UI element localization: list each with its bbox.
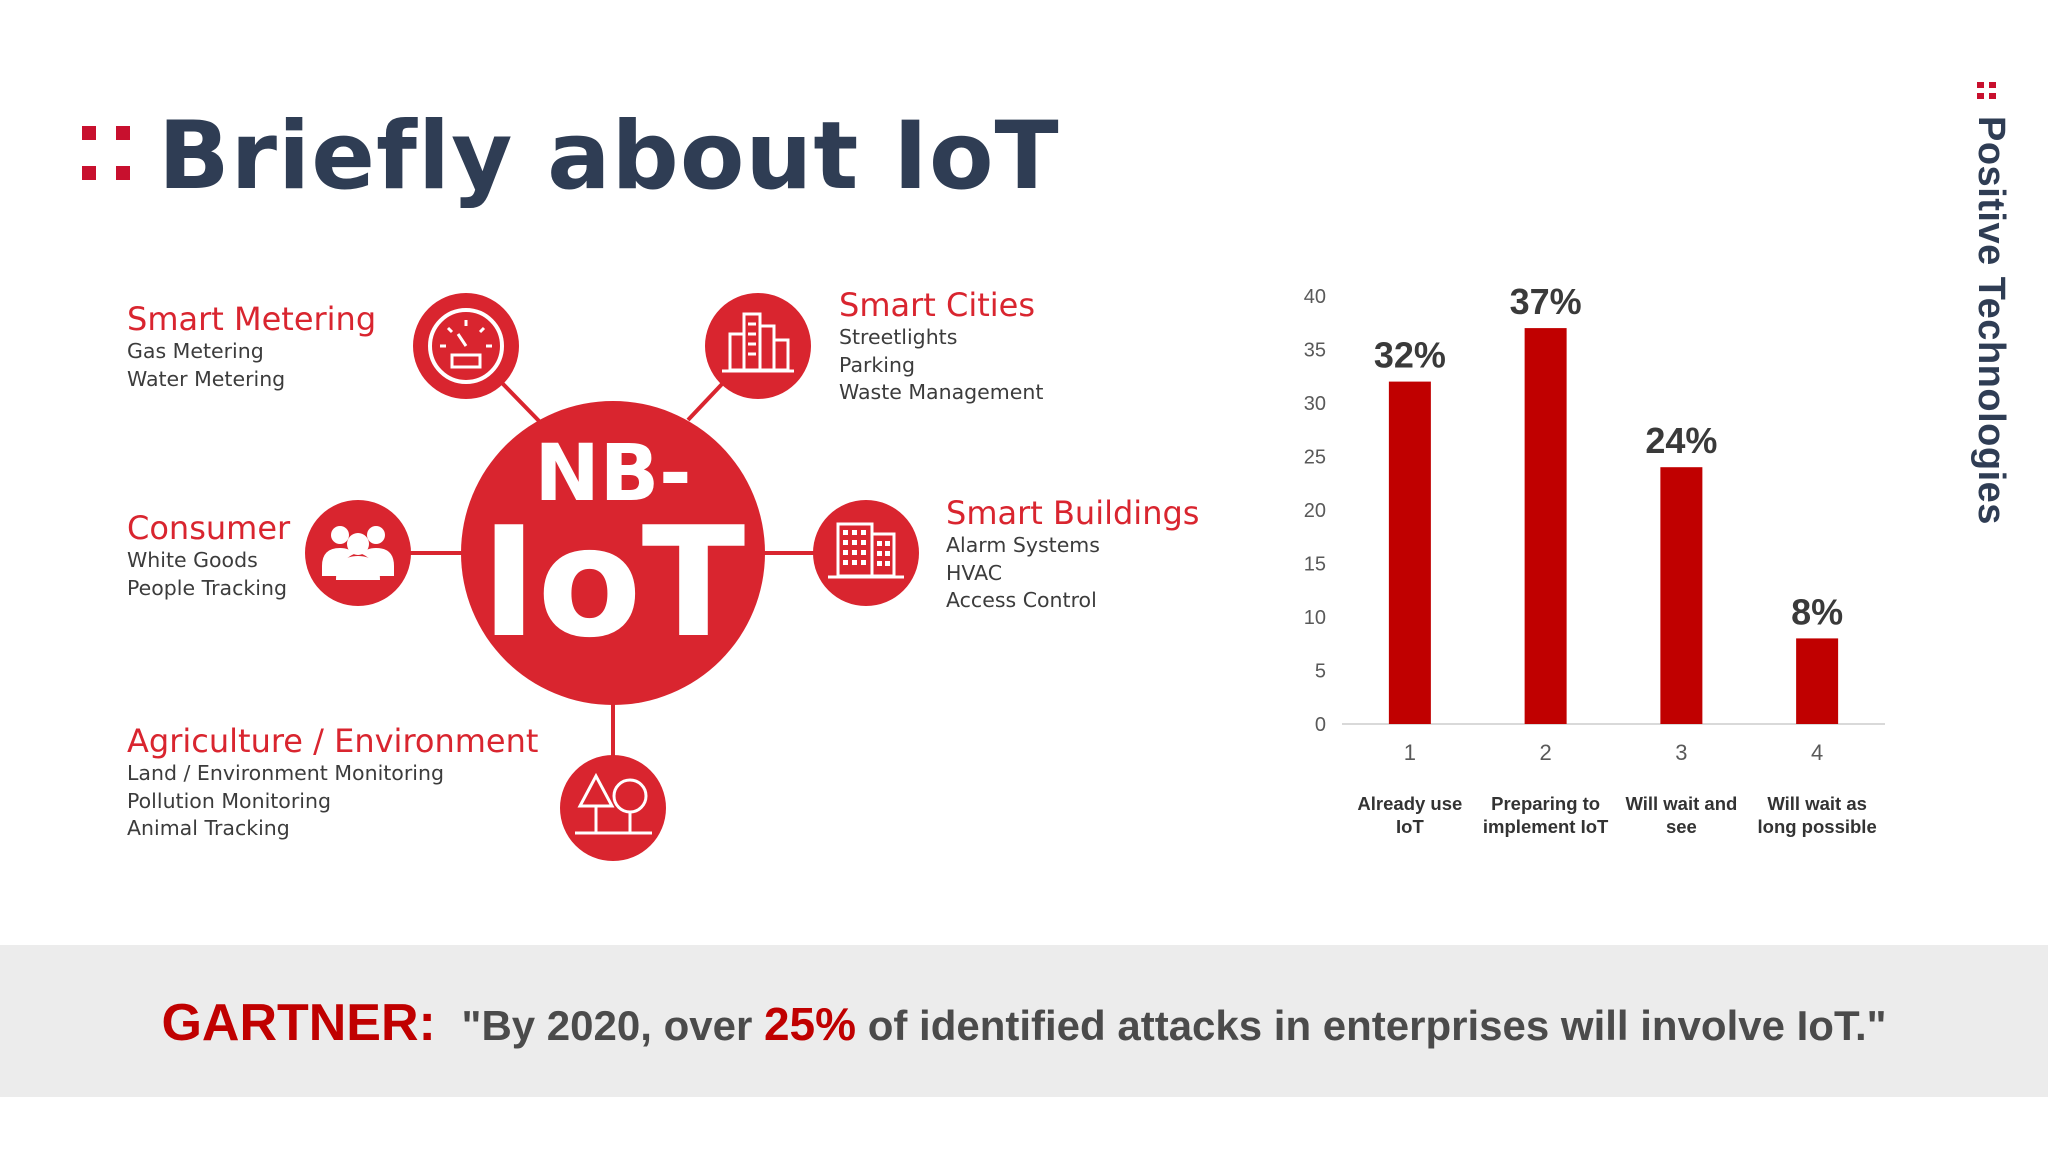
- category-title: Smart Metering: [127, 300, 377, 338]
- category-item: White Goods: [127, 548, 258, 572]
- category-item: Water Metering: [127, 366, 286, 391]
- nb-iot-diagram: NB- IoT Smart Metering Gas Metering Wate…: [0, 0, 1250, 900]
- data-label: 24%: [1645, 420, 1717, 461]
- category-item: Access Control: [946, 588, 1097, 612]
- page-title: Briefly about IoT: [158, 102, 1060, 211]
- title-logo-mark: [80, 124, 134, 184]
- category-title: Smart Cities: [839, 286, 1035, 324]
- y-tick-label: 10: [1304, 607, 1326, 629]
- chart-plot: 0 5 10 15 20 25 30 35 40 32% 1 37% 2 24% 3 8% 4: [1304, 281, 1885, 765]
- quote-text-start: "By 2020, over: [461, 1002, 764, 1049]
- category-title: Smart Buildings: [946, 494, 1200, 532]
- y-tick-label: 25: [1304, 447, 1326, 469]
- hub-label: NB- IoT: [461, 429, 765, 671]
- x-category-label: Preparing to implement IoT: [1482, 793, 1609, 837]
- data-label: 37%: [1510, 281, 1582, 322]
- category-consumer: Consumer White Goods People Tracking: [127, 509, 290, 602]
- y-tick-label: 5: [1315, 661, 1326, 683]
- data-label: 8%: [1791, 591, 1843, 632]
- quote-source: GARTNER:: [161, 994, 436, 1052]
- x-category-label: Already use IoT: [1357, 793, 1463, 837]
- y-tick-label: 0: [1315, 714, 1326, 736]
- x-tick-label: 4: [1811, 740, 1823, 765]
- trees-icon: [560, 755, 666, 861]
- category-title: Consumer: [127, 509, 291, 547]
- x-tick-label: 3: [1675, 740, 1687, 765]
- city-icon: [705, 293, 811, 399]
- bar: [1796, 638, 1839, 724]
- x-tick-label: 1: [1404, 740, 1416, 765]
- quote-banner: GARTNER: "By 2020, over 25% of identifie…: [0, 945, 2048, 1097]
- bar: [1388, 381, 1431, 724]
- category-item: Waste Management: [839, 380, 1044, 404]
- category-smart-buildings: Smart Buildings Alarm Systems HVAC Acces…: [946, 494, 1199, 615]
- brand-logo: Positive Technologies: [1965, 78, 2012, 578]
- x-tick-label: 2: [1540, 740, 1552, 765]
- category-smart-cities: Smart Cities Streetlights Parking Waste …: [839, 286, 1043, 407]
- y-tick-label: 30: [1304, 393, 1326, 415]
- x-category-label: Will wait as long possible: [1757, 793, 1877, 837]
- category-item: Pollution Monitoring: [127, 788, 331, 813]
- quote-text-end: of identified attacks in enterprises wil…: [856, 1002, 1887, 1049]
- adoption-bar-chart: 0 5 10 15 20 25 30 35 40 32% 1 37% 2 24% 3 8% 4 Already …: [1280, 270, 1920, 890]
- quote-highlight: 25%: [763, 998, 857, 1050]
- gauge-icon: [413, 293, 519, 399]
- y-tick-label: 35: [1304, 340, 1326, 362]
- x-category-label: Will wait and see: [1625, 793, 1738, 837]
- hub-circle: [461, 401, 765, 705]
- category-agriculture-environment: Agriculture / Environment Land / Environ…: [127, 722, 538, 843]
- brand-name: Positive Technologies: [1970, 116, 2012, 525]
- category-item: HVAC: [946, 560, 1003, 585]
- category-item: People Tracking: [127, 575, 287, 600]
- category-item: Parking: [839, 352, 916, 377]
- category-item: Gas Metering: [127, 339, 264, 363]
- diagram-graphics: [305, 293, 919, 861]
- category-title: Agriculture / Environment: [127, 722, 539, 760]
- bar: [1660, 467, 1703, 724]
- hub-line2: IoT: [480, 494, 746, 671]
- category-item: Streetlights: [839, 325, 958, 349]
- data-label: 32%: [1374, 335, 1446, 376]
- y-tick-label: 20: [1304, 500, 1326, 522]
- category-smart-metering: Smart Metering Gas Metering Water Meteri…: [127, 300, 376, 393]
- category-item: Animal Tracking: [127, 816, 290, 840]
- category-item: Alarm Systems: [946, 533, 1100, 557]
- hub-line1: NB-: [534, 429, 692, 519]
- bar: [1524, 328, 1567, 724]
- people-icon: [305, 500, 411, 606]
- category-item: Land / Environment Monitoring: [127, 761, 444, 785]
- y-tick-label: 15: [1304, 554, 1326, 576]
- y-tick-label: 40: [1304, 286, 1326, 308]
- brand-mark-icon: [1977, 82, 1997, 100]
- building-icon: [813, 500, 919, 606]
- gartner-quote: GARTNER: "By 2020, over 25% of identifie…: [0, 995, 2048, 1054]
